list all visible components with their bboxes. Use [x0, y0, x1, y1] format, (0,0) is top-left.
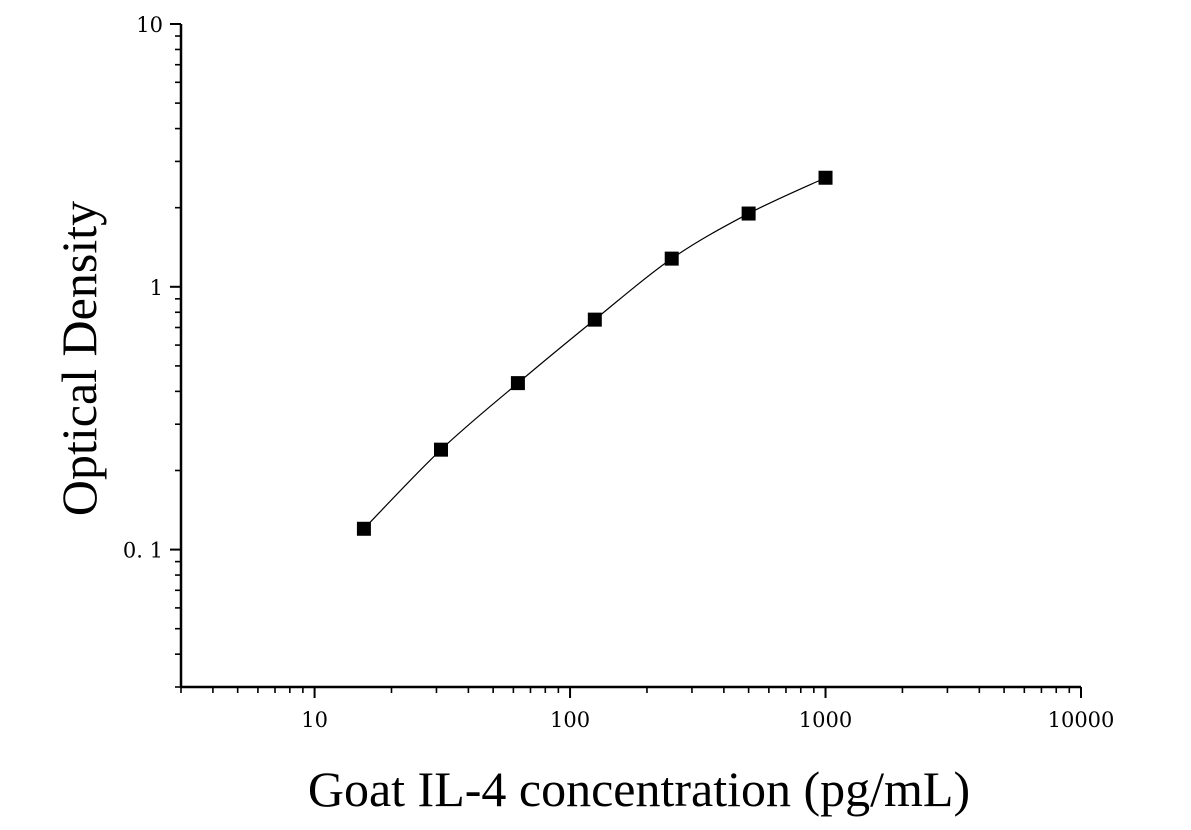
- data-point-marker: [434, 442, 449, 457]
- y-axis-tick-labels: 0. 1 1 10: [123, 13, 163, 563]
- y-axis-ticks: [170, 23, 181, 688]
- y-tick-label: 1: [150, 276, 163, 300]
- data-point-marker: [741, 206, 756, 221]
- data-point-marker: [818, 170, 833, 185]
- y-tick-label: 10: [136, 13, 163, 37]
- data-points: [356, 170, 833, 536]
- x-axis-ticks: [180, 687, 1082, 698]
- fit-curve: [363, 177, 826, 530]
- x-axis-title: Goat IL-4 concentration (pg/mL): [308, 761, 970, 817]
- data-point-marker: [587, 312, 602, 327]
- x-tick-label: 10: [301, 708, 328, 732]
- x-tick-label: 100: [550, 708, 590, 732]
- x-axis-tick-labels: 10 100 1000 10000: [301, 708, 1114, 732]
- data-point-marker: [664, 251, 679, 266]
- y-axis-title: Optical Density: [51, 201, 107, 516]
- x-tick-label: 1000: [799, 708, 852, 732]
- axes: [179, 24, 1081, 689]
- data-point-marker: [510, 376, 525, 391]
- x-tick-label: 10000: [1048, 708, 1115, 732]
- y-tick-label: 0. 1: [123, 539, 163, 563]
- data-point-marker: [356, 521, 371, 536]
